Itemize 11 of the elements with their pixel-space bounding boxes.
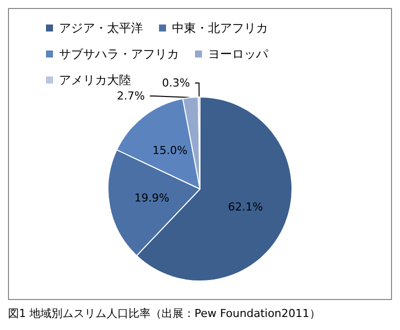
data-label: 15.0% [152,144,188,157]
legend-label: アメリカ大陸 [59,73,131,87]
data-label: 62.1% [228,200,263,214]
caption: 図1 地域別ムスリム人口比率（出展：Pew Foundation2011） [8,306,322,321]
legend-label: アジア・太平洋 [59,21,143,35]
legend-label: ヨーロッパ [208,47,269,61]
data-label: 0.3% [162,76,190,90]
data-label: 2.7% [116,90,145,103]
legend-label: サブサハラ・アフリカ [59,47,179,61]
legend-label: 中東・北アフリカ [172,21,268,35]
data-label: 19.9% [134,192,170,205]
